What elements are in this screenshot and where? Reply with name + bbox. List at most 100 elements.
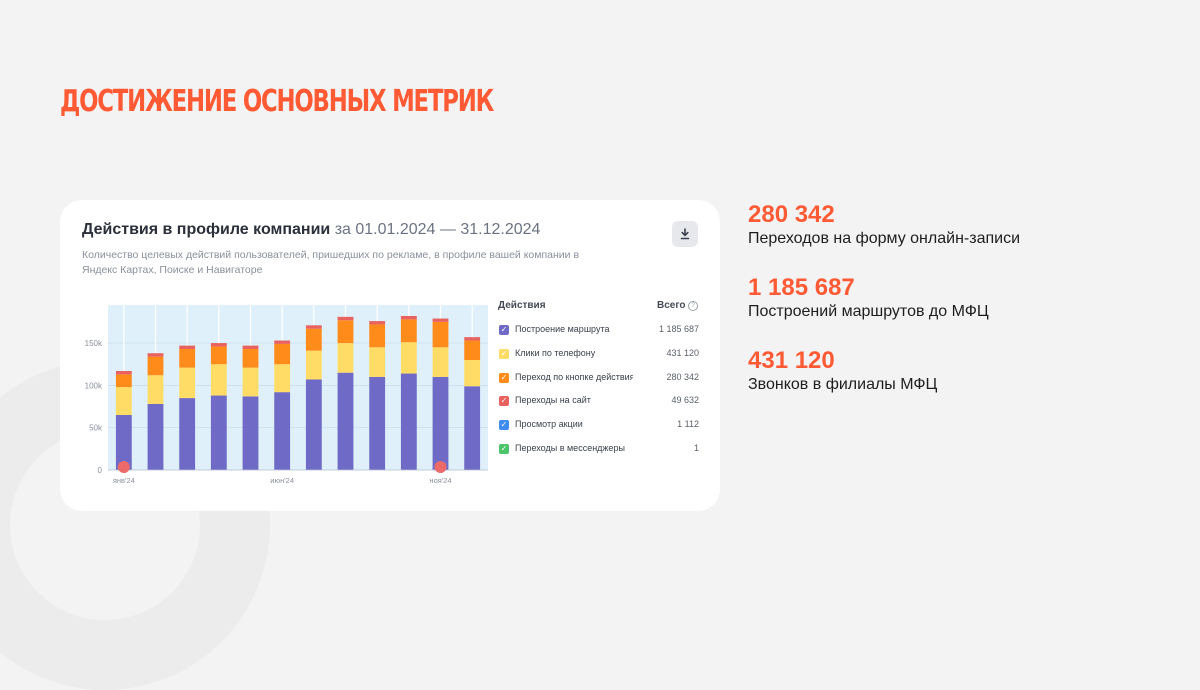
bar-segment [147, 356, 164, 376]
x-tick-label: ноя'24 [429, 476, 451, 485]
bar-segment [210, 364, 227, 396]
legend-item[interactable]: ✓ Переход по кнопке действия 280 342 [498, 370, 699, 386]
legend-item-name: Переходы на сайт [515, 395, 591, 406]
y-tick-label: 0 [98, 466, 103, 475]
event-marker [117, 461, 130, 473]
bar-segment [179, 398, 196, 470]
slide-title: ДОСТИЖЕНИЕ ОСНОВНЫХ МЕТРИК [60, 84, 494, 119]
bar-segment [464, 386, 481, 470]
bar-segment [432, 376, 449, 470]
download-icon [680, 228, 690, 240]
legend-item-total: 431 120 [666, 347, 699, 358]
bar-segment [305, 379, 322, 470]
bar-segment [274, 392, 291, 470]
bar-segment [242, 367, 259, 397]
legend-item-total: 280 342 [666, 371, 699, 382]
bar-segment [147, 375, 164, 404]
metric-block: 280 342 Переходов на форму онлайн-записи [748, 201, 1020, 248]
legend-header-actions: Действия [498, 300, 546, 311]
legend-item-total: 1 112 [677, 419, 699, 430]
metric-label: Звонков в филиалы МФЦ [748, 376, 938, 393]
bar-segment [369, 324, 386, 348]
y-tick-label: 50k [89, 424, 103, 433]
legend-item[interactable]: ✓ Переходы в мессенджеры 1 [498, 441, 699, 457]
bar-segment [432, 318, 449, 322]
legend-checkbox-icon[interactable]: ✓ [499, 396, 509, 407]
bar-segment [400, 342, 417, 374]
bar-segment [179, 367, 196, 399]
bar-segment [432, 347, 449, 377]
bar-segment [274, 343, 291, 365]
bar-segment [147, 404, 164, 470]
bar-segment [400, 373, 417, 470]
bar-segment [242, 345, 259, 349]
bar-segment [210, 395, 227, 470]
bar-segment [305, 350, 322, 380]
metric-value: 280 342 [748, 201, 835, 228]
bar-segment [179, 349, 196, 368]
legend-item-name: Переходы в мессенджеры [515, 443, 625, 453]
bar-segment [210, 343, 227, 347]
metric-label: Построений маршрутов до МФЦ [748, 303, 989, 320]
bar-segment [305, 325, 322, 329]
card-period: за 01.01.2024 — 31.12.2024 [334, 221, 541, 238]
y-tick-label: 100k [85, 381, 103, 390]
metric-value: 431 120 [748, 347, 835, 374]
bar-segment [179, 345, 196, 349]
legend-item-total: 1 185 687 [658, 324, 699, 334]
bar-segment [242, 396, 259, 470]
bar-segment [369, 321, 386, 325]
download-button[interactable] [672, 221, 698, 247]
bar-segment [464, 337, 481, 341]
bar-segment [432, 321, 449, 348]
legend-checkbox-icon[interactable]: ✓ [499, 372, 509, 383]
metric-block: 431 120 Звонков в филиалы МФЦ [748, 347, 937, 394]
bar-segment [337, 372, 354, 470]
plot-background [108, 305, 488, 470]
bar-segment [210, 346, 227, 365]
legend-item-total: 49 632 [671, 395, 699, 406]
bar-segment [369, 376, 386, 470]
bar-segment [274, 364, 291, 393]
legend-item-total: 1 [693, 443, 699, 453]
bar-segment [115, 371, 132, 375]
card-description: Количество целевых действий пользователе… [82, 249, 580, 276]
legend-item[interactable]: ✓ Построение маршрута 1 185 687 [498, 322, 699, 338]
legend-item[interactable]: ✓ Переходы на сайт 49 632 [498, 393, 699, 409]
legend-item-name: Просмотр акции [515, 419, 583, 430]
legend-checkbox-icon[interactable]: ✓ [499, 444, 509, 454]
legend-checkbox-icon[interactable]: ✓ [499, 420, 509, 431]
bar-segment [337, 343, 354, 373]
company-profile-actions-card: Действия в профиле компании за 01.01.202… [60, 200, 720, 511]
legend-item[interactable]: ✓ Клики по телефону 431 120 [498, 346, 699, 362]
legend-item-name: Переход по кнопке действия [515, 371, 633, 382]
bar-segment [464, 340, 481, 360]
bar-segment [400, 316, 417, 320]
legend-checkbox-icon[interactable]: ✓ [499, 348, 509, 359]
card-title: Действия в профиле компании за 01.01.202… [82, 221, 540, 239]
bar-segment [147, 353, 164, 357]
metric-block: 1 185 687 Построений маршрутов до МФЦ [748, 274, 989, 321]
bar-segment [400, 319, 417, 343]
x-tick-label: июн'24 [270, 476, 294, 485]
bar-segment [337, 316, 354, 321]
legend-item[interactable]: ✓ Просмотр акции 1 112 [498, 417, 699, 433]
bar-segment [115, 387, 132, 415]
legend-item-name: Клики по телефону [515, 347, 596, 358]
x-tick-label: янв'24 [113, 476, 135, 485]
bar-segment [242, 349, 259, 368]
legend-header-total: Всего [657, 300, 686, 311]
stacked-bar-chart[interactable]: 0 50k 100k 150k янв'24 июн'24 ноя'24 [84, 300, 494, 490]
bar-segment [369, 347, 386, 377]
bar-segment [274, 340, 291, 344]
legend-item-name: Построение маршрута [515, 324, 610, 334]
card-title-text: Действия в профиле компании [82, 221, 331, 238]
legend-checkbox-icon[interactable]: ✓ [499, 325, 509, 335]
metric-value: 1 185 687 [748, 274, 855, 301]
bar-segment [115, 415, 132, 470]
help-icon[interactable]: ? [688, 301, 698, 311]
bar-segment [115, 374, 132, 388]
bar-segment [337, 320, 354, 344]
event-marker [434, 461, 447, 473]
bar-segment [305, 328, 322, 351]
